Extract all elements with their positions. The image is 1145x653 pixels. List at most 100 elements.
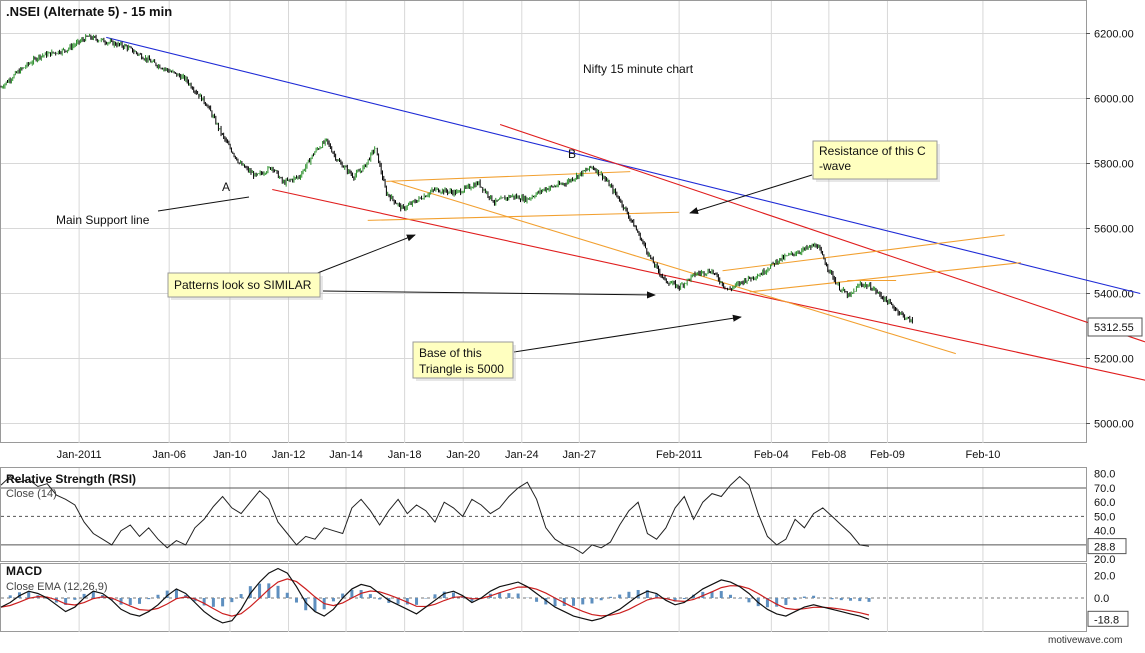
macd-histogram-bar bbox=[535, 598, 538, 602]
macd-histogram-bar bbox=[840, 598, 843, 600]
macd-histogram-bar bbox=[73, 598, 76, 600]
base-note-line-2: Triangle is 5000 bbox=[419, 362, 504, 376]
macd-histogram-bar bbox=[738, 598, 741, 599]
x-tick-label: Feb-08 bbox=[811, 449, 846, 461]
macd-histogram-bar bbox=[747, 598, 750, 602]
macd-histogram-bar bbox=[129, 598, 132, 605]
y-tick-label: 6000.00 bbox=[1094, 94, 1134, 106]
rsi-title: Relative Strength (RSI) bbox=[6, 472, 136, 486]
support-note: Main Support line bbox=[56, 213, 150, 227]
macd-histogram-bar bbox=[258, 584, 261, 598]
x-axis: Jan-2011 Jan-06 Jan-10 Jan-12 Jan-14 Jan-18 Ja… bbox=[57, 449, 1001, 461]
macd-histogram-bar bbox=[378, 598, 381, 599]
x-tick-label: Jan-2011 bbox=[57, 449, 102, 461]
macd-histogram-bar bbox=[240, 594, 243, 598]
y-tick-label: 5600.00 bbox=[1094, 224, 1134, 236]
macd-histogram-bar bbox=[803, 597, 806, 598]
x-tick-label: Jan-14 bbox=[329, 449, 363, 461]
macd-y-tick-label: 20.0 bbox=[1094, 570, 1115, 582]
y-tick-label: 5200.00 bbox=[1094, 354, 1134, 366]
x-tick-label: Jan-10 bbox=[213, 449, 247, 461]
x-tick-label: Jan-12 bbox=[272, 449, 306, 461]
x-tick-label: Jan-18 bbox=[388, 449, 422, 461]
macd-histogram-bar bbox=[794, 598, 797, 600]
wave-a-label: A bbox=[222, 180, 230, 194]
macd-histogram-bar bbox=[868, 598, 871, 602]
macd-histogram-bar bbox=[858, 598, 861, 601]
macd-y-tick-label: 0.0 bbox=[1094, 593, 1109, 605]
chart-subtitle-label: Nifty 15 minute chart bbox=[583, 62, 694, 76]
macd-title: MACD bbox=[6, 564, 42, 578]
macd-histogram-bar bbox=[369, 594, 372, 598]
rsi-y-tick-label: 20.0 bbox=[1094, 554, 1115, 566]
trendline-orange bbox=[368, 212, 679, 220]
macd-histogram-bar bbox=[295, 598, 298, 603]
rsi-y-tick-label: 40.0 bbox=[1094, 526, 1115, 538]
macd-histogram-bar bbox=[627, 592, 630, 598]
macd-histogram-bar bbox=[277, 586, 280, 598]
chart-title: .NSEI (Alternate 5) - 15 min bbox=[6, 4, 172, 19]
macd-histogram-bar bbox=[618, 595, 621, 598]
macd-histogram-bar bbox=[350, 590, 353, 598]
trendline-orange bbox=[750, 263, 1021, 292]
grid bbox=[1, 1, 1086, 632]
rsi-last-label: 28.8 bbox=[1094, 542, 1115, 554]
macd-histogram-bar bbox=[221, 598, 224, 606]
macd-histogram-bar bbox=[720, 591, 723, 598]
rsi-y-tick-label: 60.0 bbox=[1094, 497, 1115, 509]
macd-histogram-bar bbox=[849, 598, 852, 601]
macd-histogram-bar bbox=[434, 594, 437, 598]
macd-histogram-bar bbox=[332, 598, 335, 601]
macd-histogram-bar bbox=[517, 594, 520, 598]
rsi-y-tick-label: 80.0 bbox=[1094, 469, 1115, 481]
x-tick-label: Jan-24 bbox=[505, 449, 539, 461]
macd-histogram-bar bbox=[775, 598, 778, 607]
watermark: motivewave.com bbox=[1048, 635, 1122, 646]
trendline-orange bbox=[723, 235, 1005, 271]
macd-histogram-bar bbox=[212, 598, 215, 607]
macd-histogram-bar bbox=[230, 598, 233, 602]
x-tick-label: Feb-2011 bbox=[656, 449, 702, 461]
rsi-y-tick-label: 50.0 bbox=[1094, 511, 1115, 523]
macd-histogram-bar bbox=[286, 593, 289, 598]
macd-histogram-bar bbox=[175, 589, 178, 598]
x-tick-label: Jan-06 bbox=[152, 449, 186, 461]
x-tick-label: Jan-27 bbox=[562, 449, 596, 461]
y-tick-label: 5000.00 bbox=[1094, 419, 1134, 431]
macd-histogram-bar bbox=[831, 598, 834, 599]
macd-last-label: -18.8 bbox=[1094, 614, 1119, 626]
price-y-axis: 5000.005200.005400.005600.005800.006000.… bbox=[1086, 29, 1134, 431]
macd-histogram-bar bbox=[507, 593, 510, 598]
macd-histogram-bar bbox=[581, 598, 584, 604]
macd-histogram-bar bbox=[590, 598, 593, 603]
price-pane-frame bbox=[1, 1, 1087, 443]
rsi-panel: 20.030.040.050.060.070.080.028.8 bbox=[1, 469, 1126, 566]
x-tick-label: Feb-09 bbox=[870, 449, 905, 461]
macd-histogram-bar bbox=[600, 598, 603, 600]
last-price-label: 5312.55 bbox=[1094, 322, 1134, 334]
macd-histogram-bar bbox=[812, 596, 815, 598]
macd-histogram-bar bbox=[572, 598, 575, 606]
macd-histogram-bar bbox=[313, 598, 316, 611]
macd-histogram-bar bbox=[683, 598, 686, 599]
macd-histogram-bar bbox=[9, 595, 12, 598]
support-pointer bbox=[158, 197, 249, 211]
x-tick-label: Feb-10 bbox=[965, 449, 1000, 461]
rsi-subtitle: Close (14) bbox=[6, 488, 57, 500]
y-tick-label: 5800.00 bbox=[1094, 159, 1134, 171]
macd-histogram-bar bbox=[138, 598, 141, 604]
macd-subtitle: Close EMA (12,26,9) bbox=[6, 581, 108, 593]
macd-histogram-bar bbox=[784, 598, 787, 605]
y-tick-label: 6200.00 bbox=[1094, 29, 1134, 41]
base-arrow bbox=[514, 317, 741, 352]
patterns-note: Patterns look so SIMILAR bbox=[174, 278, 312, 292]
x-tick-label: Jan-20 bbox=[446, 449, 480, 461]
x-tick-label: Feb-04 bbox=[754, 449, 789, 461]
macd-histogram-bar bbox=[609, 597, 612, 598]
pattern-arrow-1 bbox=[315, 235, 415, 274]
rsi-y-tick-label: 70.0 bbox=[1094, 483, 1115, 495]
macd-panel: -20.00.020.0-18.8 bbox=[1, 569, 1128, 628]
resistance-note-line-2: -wave bbox=[819, 159, 851, 173]
